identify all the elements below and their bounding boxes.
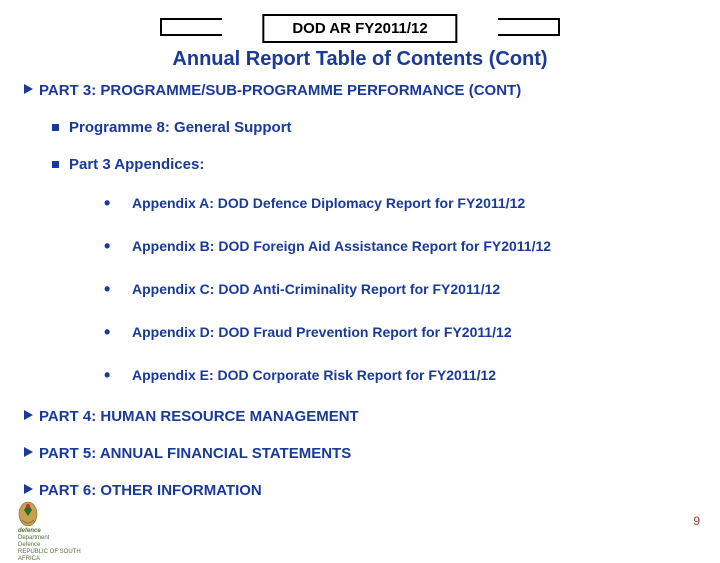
coat-of-arms-icon: [16, 500, 40, 528]
content-area: PART 3: PROGRAMME/SUB-PROGRAMME PERFORMA…: [24, 82, 696, 519]
dot-bullet-icon: •: [104, 279, 132, 300]
appendix-item: •Appendix D: DOD Fraud Prevention Report…: [104, 322, 696, 343]
header-label: DOD AR FY2011/12: [262, 14, 457, 43]
appendix-c-text: Appendix C: DOD Anti-Criminality Report …: [132, 281, 500, 297]
footer-emblem: defence Department Defence REPUBLIC OF S…: [16, 500, 88, 530]
square-bullet-icon: [52, 124, 59, 131]
page-title: Annual Report Table of Contents (Cont): [0, 48, 720, 71]
chevron-right-icon: [24, 484, 33, 494]
dot-bullet-icon: •: [104, 322, 132, 343]
appendix-item: •Appendix E: DOD Corporate Risk Report f…: [104, 365, 696, 386]
emblem-line3: Defence: [18, 542, 88, 549]
appendices-heading-text: Part 3 Appendices:: [69, 156, 204, 173]
part-4-heading: PART 4: HUMAN RESOURCE MANAGEMENT: [24, 408, 696, 425]
emblem-line1: defence: [18, 528, 88, 535]
part-4-text: PART 4: HUMAN RESOURCE MANAGEMENT: [39, 408, 359, 425]
appendix-e-text: Appendix E: DOD Corporate Risk Report fo…: [132, 367, 496, 383]
dot-bullet-icon: •: [104, 365, 132, 386]
appendix-item: •Appendix B: DOD Foreign Aid Assistance …: [104, 236, 696, 257]
emblem-line2: Department: [18, 535, 88, 542]
appendices-heading-line: Part 3 Appendices:: [52, 156, 696, 173]
square-bullet-icon: [52, 161, 59, 168]
part-6-text: PART 6: OTHER INFORMATION: [39, 482, 262, 499]
programme-8-text: Programme 8: General Support: [69, 119, 292, 136]
chevron-right-icon: [24, 84, 33, 94]
part-5-heading: PART 5: ANNUAL FINANCIAL STATEMENTS: [24, 445, 696, 462]
dot-bullet-icon: •: [104, 236, 132, 257]
appendix-list: •Appendix A: DOD Defence Diplomacy Repor…: [104, 193, 696, 386]
appendix-b-text: Appendix B: DOD Foreign Aid Assistance R…: [132, 238, 551, 254]
emblem-line4: REPUBLIC OF SOUTH AFRICA: [18, 549, 88, 563]
appendix-item: •Appendix A: DOD Defence Diplomacy Repor…: [104, 193, 696, 214]
page-number: 9: [693, 514, 700, 528]
appendix-item: •Appendix C: DOD Anti-Criminality Report…: [104, 279, 696, 300]
appendix-d-text: Appendix D: DOD Fraud Prevention Report …: [132, 324, 512, 340]
part-3-text: PART 3: PROGRAMME/SUB-PROGRAMME PERFORMA…: [39, 82, 521, 99]
programme-8-line: Programme 8: General Support: [52, 119, 696, 136]
dot-bullet-icon: •: [104, 193, 132, 214]
emblem-text: defence Department Defence REPUBLIC OF S…: [18, 528, 88, 563]
part-3-heading: PART 3: PROGRAMME/SUB-PROGRAMME PERFORMA…: [24, 82, 696, 99]
part-5-text: PART 5: ANNUAL FINANCIAL STATEMENTS: [39, 445, 351, 462]
chevron-right-icon: [24, 447, 33, 457]
chevron-right-icon: [24, 410, 33, 420]
appendix-a-text: Appendix A: DOD Defence Diplomacy Report…: [132, 195, 525, 211]
part-6-heading: PART 6: OTHER INFORMATION: [24, 482, 696, 499]
